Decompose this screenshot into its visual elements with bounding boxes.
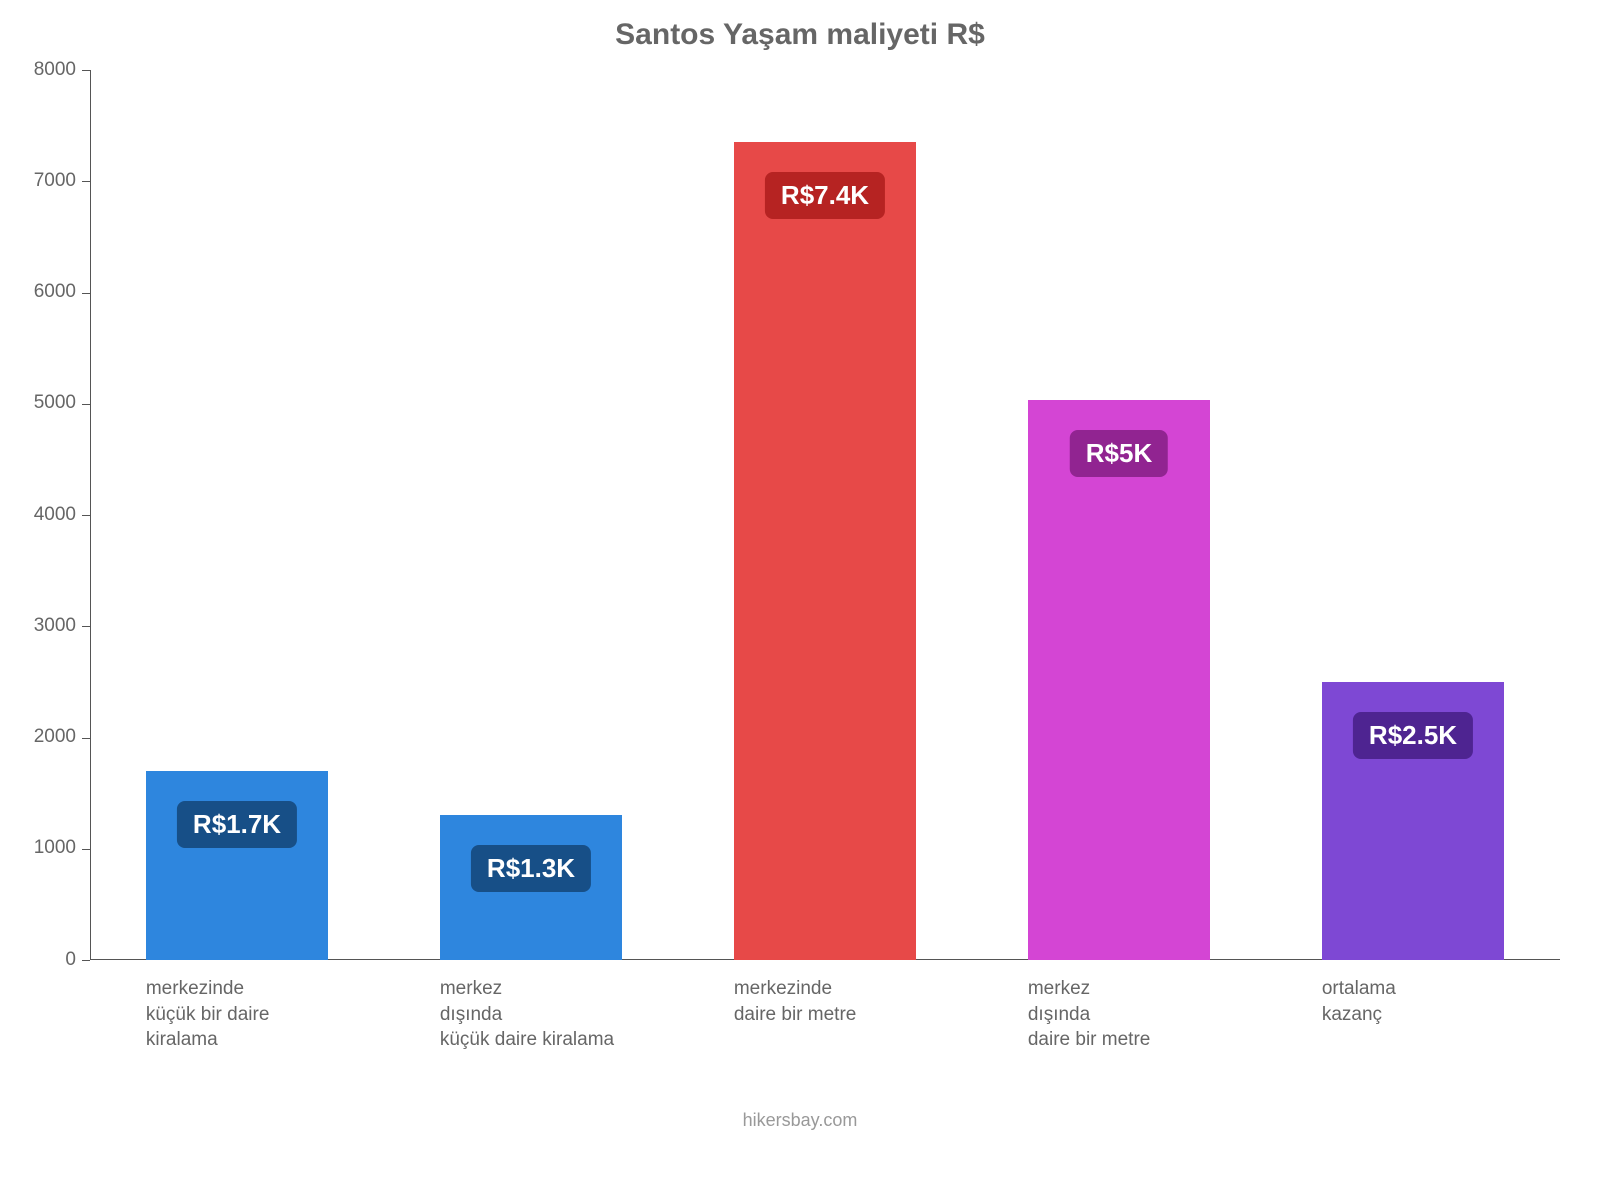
y-tick — [82, 181, 90, 182]
y-tick — [82, 849, 90, 850]
y-tick-label: 6000 — [34, 281, 76, 303]
value-badge: R$1.7K — [177, 801, 297, 848]
value-badge: R$5K — [1070, 430, 1168, 477]
y-tick-label: 0 — [65, 949, 76, 971]
y-tick — [82, 404, 90, 405]
value-badge: R$1.3K — [471, 845, 591, 892]
chart-title: Santos Yaşam maliyeti R$ — [0, 18, 1600, 52]
bar — [1028, 400, 1210, 960]
y-axis — [90, 70, 91, 960]
bar — [146, 771, 328, 960]
plot-area: R$1.7K R$1.3K R$7.4K R$5K R$2.5K — [90, 70, 1560, 960]
y-tick-label: 1000 — [34, 837, 76, 859]
y-tick — [82, 960, 90, 961]
y-tick — [82, 70, 90, 71]
y-tick-label: 8000 — [34, 59, 76, 81]
y-tick-label: 5000 — [34, 392, 76, 414]
y-tick — [82, 626, 90, 627]
chart-footer: hikersbay.com — [0, 1110, 1600, 1131]
y-tick — [82, 293, 90, 294]
y-tick — [82, 515, 90, 516]
value-badge: R$2.5K — [1353, 712, 1473, 759]
x-axis-label: merkezinde küçük bir daire kiralama — [146, 976, 328, 1053]
bar — [734, 142, 916, 960]
y-tick-label: 7000 — [34, 170, 76, 192]
y-tick-label: 3000 — [34, 615, 76, 637]
y-tick-label: 2000 — [34, 726, 76, 748]
value-badge: R$7.4K — [765, 172, 885, 219]
x-axis-label: merkez dışında küçük daire kiralama — [440, 976, 622, 1053]
x-axis-label: merkezinde daire bir metre — [734, 976, 916, 1027]
x-axis-label: merkez dışında daire bir metre — [1028, 976, 1210, 1053]
chart-container: Santos Yaşam maliyeti R$ R$1.7K R$1.3K R$7… — [0, 0, 1600, 1200]
x-axis-label: ortalama kazanç — [1322, 976, 1504, 1027]
y-tick — [82, 738, 90, 739]
y-tick-label: 4000 — [34, 504, 76, 526]
